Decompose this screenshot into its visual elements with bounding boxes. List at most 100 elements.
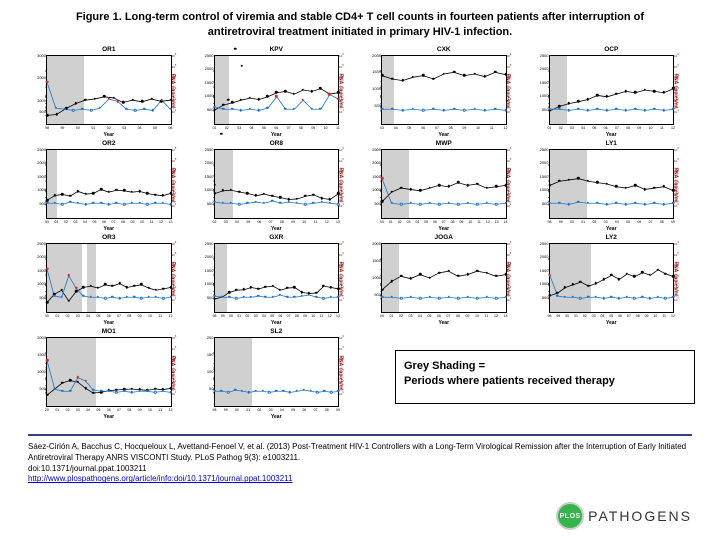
rna-point xyxy=(328,93,331,96)
cd4-point xyxy=(672,87,675,90)
rna-point xyxy=(152,109,155,112)
ytick-left: 500 xyxy=(33,387,46,391)
xtick: 05 xyxy=(97,408,101,412)
xtick: 03 xyxy=(409,314,413,318)
rna-point xyxy=(301,99,304,102)
xtick: 10 xyxy=(649,126,653,130)
cd4-point xyxy=(227,98,230,101)
ytick-right: 105 xyxy=(507,253,518,257)
journal-logo: PLOS PATHOGENS xyxy=(556,502,692,530)
rna-point xyxy=(147,296,150,299)
xtick: 07 xyxy=(447,314,451,318)
rna-point xyxy=(261,390,264,393)
xtick: 12 xyxy=(671,126,675,130)
cd4-point xyxy=(428,276,431,279)
rna-point xyxy=(248,391,251,394)
ytick-left: 2000 xyxy=(368,161,381,165)
rna-point xyxy=(241,390,244,393)
xtick: 03 xyxy=(269,408,273,412)
rna-point xyxy=(624,203,627,206)
ytick-left: 1500 xyxy=(201,175,214,179)
cd4-point xyxy=(641,271,644,274)
rna-point xyxy=(381,296,384,299)
panel-ocp: OCPCD4+ T cells/mm3RNA copies/mlYear5001… xyxy=(531,46,693,136)
cd4-point xyxy=(422,74,425,77)
xtick: 06 xyxy=(107,314,111,318)
xtick: 04 xyxy=(138,126,142,130)
xtick: 12 xyxy=(671,314,675,318)
panel-title: MWP xyxy=(363,140,525,147)
rna-point xyxy=(75,287,78,290)
rna-point xyxy=(400,203,403,206)
xtick: 11 xyxy=(336,126,340,130)
cd4-point xyxy=(579,281,582,284)
cd4-point xyxy=(643,88,646,91)
ytick-left: 1500 xyxy=(33,353,46,357)
rna-point xyxy=(476,203,479,206)
rna-point xyxy=(308,293,311,296)
rna-point xyxy=(92,202,95,205)
cd4-point xyxy=(649,274,652,277)
xtick: 01 xyxy=(237,314,241,318)
ytick-right: 101 xyxy=(172,110,183,114)
rna-point xyxy=(504,296,507,299)
rna-point xyxy=(484,109,487,112)
rna-point xyxy=(300,295,303,298)
cd4-point xyxy=(100,188,103,191)
cd4-point xyxy=(438,271,441,274)
ytick-left: 2500 xyxy=(201,148,214,152)
rna-point xyxy=(154,391,157,394)
ytick-left: 500 xyxy=(201,202,214,206)
xtick: 04 xyxy=(394,126,398,130)
rna-point xyxy=(221,202,224,205)
cd4-point xyxy=(615,93,618,96)
xtick: 06 xyxy=(604,126,608,130)
rna-point xyxy=(463,109,466,112)
rna-point xyxy=(257,295,260,298)
rna-point xyxy=(624,109,627,112)
rna-point xyxy=(315,296,318,299)
ytick-right: 106 xyxy=(172,54,183,58)
ytick-left: 2000 xyxy=(201,255,214,259)
rna-point xyxy=(662,109,665,112)
xtick: 09 xyxy=(303,314,307,318)
xtick: 03 xyxy=(76,408,80,412)
cd4-point xyxy=(221,189,224,192)
line-layer xyxy=(47,338,171,406)
rna-point xyxy=(641,296,644,299)
rna-point xyxy=(337,296,340,299)
ytick-right: 105 xyxy=(339,253,350,257)
xtick: 13 xyxy=(336,314,340,318)
rna-point xyxy=(286,296,289,299)
cd4-point xyxy=(504,73,507,76)
rna-point xyxy=(131,391,134,394)
cd4-point xyxy=(624,187,627,190)
cd4-point xyxy=(162,194,165,197)
rna-point xyxy=(77,202,80,205)
xtick: 06 xyxy=(169,126,173,130)
rna-point xyxy=(220,390,223,393)
xtick: 05 xyxy=(270,314,274,318)
line-layer xyxy=(215,338,339,406)
ytick-left: 2000 xyxy=(536,67,549,71)
logo-pathogens: PATHOGENS xyxy=(588,508,692,524)
ytick-right: 105 xyxy=(172,65,183,69)
xtick: 00 xyxy=(229,314,233,318)
cd4-point xyxy=(495,185,498,188)
cd4-point xyxy=(329,198,332,201)
cd4-point xyxy=(97,287,100,290)
rna-point xyxy=(587,296,590,299)
cd4-point xyxy=(296,197,299,200)
xtick: 05 xyxy=(609,314,613,318)
rna-point xyxy=(61,203,64,206)
cd4-point xyxy=(257,98,260,101)
panel-cxk: CXKCD4+ T cells/mm3RNA copies/mlYear5391… xyxy=(363,46,525,136)
xtick: 02 xyxy=(399,314,403,318)
cd4-point xyxy=(271,285,274,288)
xtick: 04 xyxy=(262,314,266,318)
cd4-point xyxy=(484,75,487,78)
ytick-right: 104 xyxy=(674,170,685,174)
panel-ly1: LY1CD4+ T cells/mm3RNA copies/mlYear5001… xyxy=(531,140,693,230)
citation-link[interactable]: http://www.plospathogens.org/article/inf… xyxy=(28,474,292,483)
xtick: 07 xyxy=(627,314,631,318)
